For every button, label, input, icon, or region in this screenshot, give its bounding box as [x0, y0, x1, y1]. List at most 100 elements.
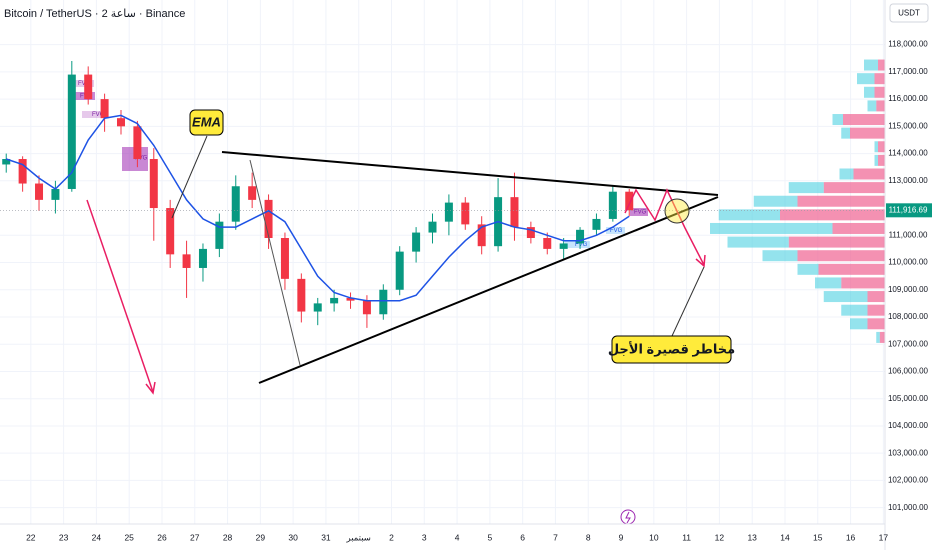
- candle-body: [248, 186, 257, 200]
- fvg-zone: [68, 92, 95, 100]
- profile-down: [879, 331, 885, 343]
- x-tick-label: 2: [389, 532, 394, 542]
- arrow-head: [145, 381, 156, 395]
- candle-body: [215, 221, 224, 249]
- y-tick-label: 102,000.00: [888, 476, 929, 485]
- profile-down: [841, 277, 885, 289]
- risk-callout: [611, 335, 732, 364]
- profile-up: [815, 277, 842, 289]
- fvg-zone: [82, 111, 108, 118]
- candle-body: [264, 199, 273, 239]
- y-tick-label: 118,000.00: [888, 40, 928, 49]
- y-tick-label: 115,000.00: [888, 121, 928, 130]
- candle-body: [559, 243, 568, 249]
- y-tick-label: 108,000.00: [888, 312, 929, 321]
- profile-up: [823, 291, 868, 303]
- fvg-zone: [565, 241, 590, 248]
- y-tick-label: 113,000.00: [888, 176, 928, 185]
- candle-body: [2, 159, 11, 165]
- fvg-label: FVG: [92, 112, 105, 118]
- profile-down: [867, 304, 885, 316]
- x-tick-label: 3: [422, 532, 427, 542]
- fvg-zone: [606, 227, 625, 234]
- candle-body: [166, 208, 175, 255]
- candle-body: [461, 202, 470, 225]
- candle-body: [67, 74, 76, 189]
- profile-up: [788, 182, 824, 194]
- triangle-bottom: [258, 196, 719, 384]
- candle-body: [35, 183, 44, 200]
- x-tick-label: 7: [553, 532, 558, 542]
- triangle-top: [221, 151, 719, 196]
- x-tick-label: 9: [619, 532, 624, 542]
- candle-body: [51, 188, 60, 200]
- event-icon-bolt: [625, 511, 631, 524]
- profile-up: [867, 100, 877, 112]
- fvg-zone: [630, 208, 648, 216]
- profile-down: [823, 182, 885, 194]
- profile-up: [710, 222, 833, 234]
- profile-down: [797, 195, 885, 207]
- x-tick-label: 12: [715, 532, 725, 542]
- profile-up: [832, 114, 843, 126]
- x-tick-label: 8: [586, 532, 591, 542]
- last-price-box: [886, 203, 932, 218]
- profile-up: [727, 236, 789, 248]
- candle-body: [198, 248, 207, 268]
- candle-body: [149, 159, 158, 209]
- x-tick-label: 22: [26, 532, 36, 542]
- x-tick-label: 28: [223, 532, 233, 542]
- candle-body: [395, 251, 404, 290]
- x-tick-label: 23: [59, 532, 69, 542]
- candle-body: [330, 297, 339, 304]
- y-tick-label: 110,000.00: [888, 258, 928, 267]
- candle-body: [18, 159, 27, 184]
- y-tick-label: 106,000.00: [888, 367, 929, 376]
- last-price-label: 111,916.69: [889, 205, 928, 214]
- x-tick-label: 15: [813, 532, 823, 542]
- candle-body: [543, 238, 552, 249]
- y-tick-label: 109,000.00: [888, 285, 929, 294]
- x-tick-label: 5: [488, 532, 493, 542]
- profile-up: [874, 154, 878, 166]
- x-tick-label: 24: [92, 532, 102, 542]
- fvg-label: FVG: [634, 210, 647, 216]
- candle-body: [84, 74, 93, 100]
- profile-down: [853, 168, 885, 180]
- candle-body: [510, 197, 519, 228]
- profile-up: [797, 263, 819, 275]
- x-tick-label: 13: [747, 532, 757, 542]
- x-tick-label: 31: [321, 532, 331, 542]
- profile-down: [878, 154, 885, 166]
- profile-down: [878, 59, 885, 71]
- x-tick-label: 11: [682, 532, 691, 542]
- candle-body: [346, 297, 355, 301]
- candle-body: [231, 186, 240, 222]
- candle-body: [444, 202, 453, 222]
- candle-body: [100, 99, 109, 119]
- risk-callout-text: مخاطر قصيرة الأجل: [608, 340, 735, 356]
- profile-down: [780, 209, 885, 221]
- profile-down: [874, 73, 885, 85]
- drawings: [86, 135, 719, 525]
- candle-body: [297, 278, 306, 312]
- fvg-label: FVG: [575, 242, 588, 248]
- profile-up: [841, 127, 850, 139]
- x-tick-label: 16: [846, 532, 856, 542]
- callout-line: [171, 135, 208, 219]
- currency: USDT: [898, 9, 920, 18]
- arrow-head: [695, 254, 706, 268]
- profile-up: [874, 141, 878, 153]
- candle-body: [133, 126, 142, 160]
- profile-up: [718, 209, 780, 221]
- y-tick-label: 107,000.00: [888, 339, 929, 348]
- x-tick-label: 30: [288, 532, 298, 542]
- grid: [0, 0, 885, 524]
- ema-callout: [189, 109, 224, 136]
- x-tick-label: سبتمبر: [346, 532, 371, 542]
- x-tick-label: 10: [649, 532, 659, 542]
- y-tick-label: 104,000.00: [888, 421, 929, 430]
- candle-body: [116, 118, 125, 127]
- profile-down: [867, 318, 885, 330]
